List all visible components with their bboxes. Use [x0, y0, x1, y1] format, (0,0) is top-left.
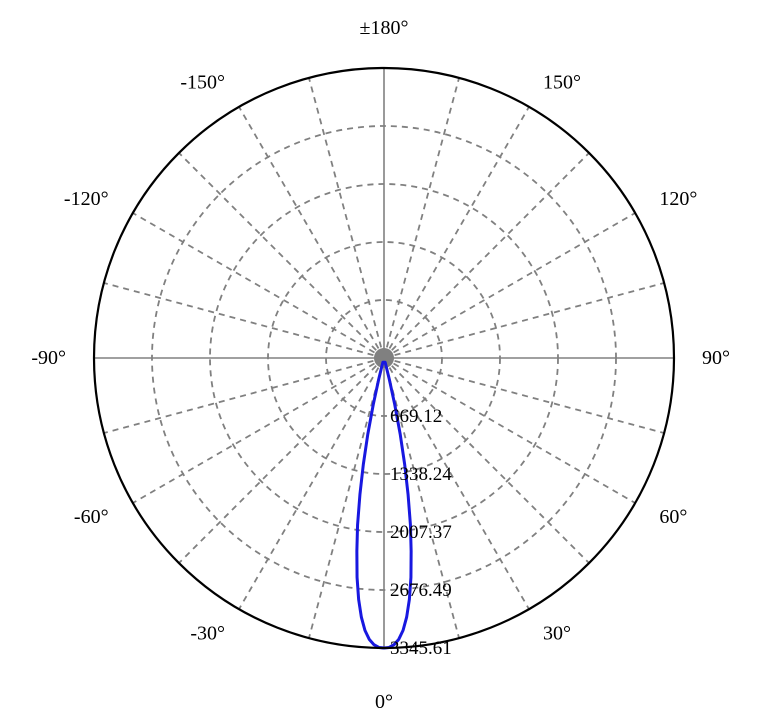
angle-label: 30°	[543, 622, 571, 644]
angle-label: -120°	[64, 188, 109, 210]
polar-chart: 669.12 1338.24 2007.37 2676.49 3345.61 0° 30° 6…	[0, 0, 768, 717]
grid-spoke	[384, 78, 459, 358]
grid-spoke	[384, 153, 589, 358]
grid-spoke	[104, 358, 384, 433]
angle-label: 120°	[659, 188, 697, 210]
angle-label: -90°	[31, 347, 66, 369]
angle-label: 150°	[543, 72, 581, 94]
grid-spoke	[384, 213, 635, 358]
radial-label: 2676.49	[390, 580, 452, 601]
angle-label: -30°	[190, 622, 225, 644]
center-dot	[374, 348, 394, 368]
grid-spoke	[133, 358, 384, 503]
radial-label: 1338.24	[390, 464, 452, 485]
grid-spoke	[384, 283, 664, 358]
grid-spoke	[133, 213, 384, 358]
angle-label: -60°	[74, 506, 109, 528]
grid-spoke	[179, 153, 384, 358]
grid-spoke	[179, 358, 384, 563]
angle-label: 0°	[375, 691, 393, 713]
radial-label: 3345.61	[390, 638, 452, 659]
radial-labels: 669.12 1338.24 2007.37 2676.49 3345.61	[390, 406, 452, 659]
angle-label: -150°	[180, 72, 225, 94]
grid-spoke	[104, 283, 384, 358]
radial-label: 669.12	[390, 406, 442, 427]
angle-label: 90°	[702, 347, 730, 369]
grid-spoke	[384, 107, 529, 358]
grid-spoke	[239, 107, 384, 358]
radial-label: 2007.37	[390, 522, 452, 543]
grid-spoke	[309, 78, 384, 358]
angle-label: 60°	[659, 506, 687, 528]
angle-label: ±180°	[360, 17, 409, 39]
